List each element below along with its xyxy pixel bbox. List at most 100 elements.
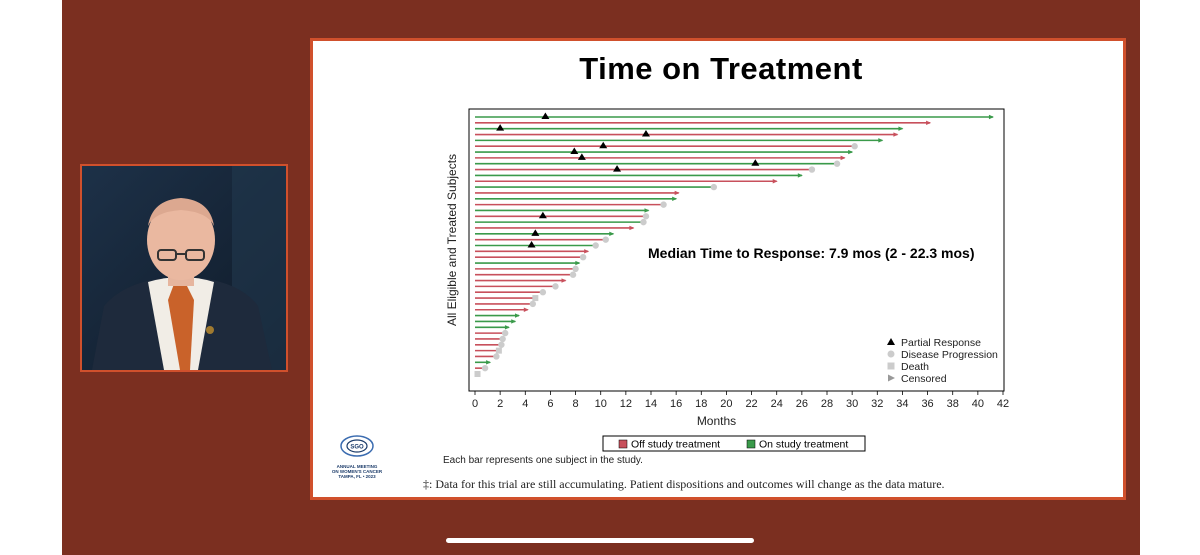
censored-marker bbox=[926, 120, 932, 126]
partial-response-marker bbox=[570, 147, 579, 155]
progression-marker bbox=[501, 329, 509, 337]
x-tick-label: 40 bbox=[972, 398, 984, 410]
legend-arrow-icon bbox=[888, 374, 895, 382]
progression-marker bbox=[569, 271, 577, 278]
censored-marker bbox=[515, 313, 520, 318]
x-tick-label: 10 bbox=[595, 398, 607, 410]
censored-marker bbox=[511, 319, 517, 324]
x-tick-label: 34 bbox=[896, 398, 908, 410]
x-tick-label: 8 bbox=[573, 398, 579, 410]
death-marker bbox=[474, 371, 481, 377]
x-tick-label: 28 bbox=[821, 398, 833, 410]
partial-response-marker bbox=[599, 141, 608, 149]
legend-square-icon bbox=[887, 362, 895, 370]
x-tick-label: 42 bbox=[997, 398, 1009, 410]
progression-marker bbox=[498, 341, 505, 348]
progression-marker bbox=[493, 353, 500, 360]
partial-response-marker bbox=[751, 159, 760, 166]
partial-response-marker bbox=[613, 165, 622, 172]
logo-mark-text: SGO bbox=[350, 445, 364, 451]
speaker-image bbox=[82, 166, 286, 370]
partial-response-marker bbox=[527, 241, 536, 248]
time-on-treatment-chart: 0 2 4 6 8 10 12 14 16 18 20 22 24 26 28 30 32 34 36 38 40 42M… bbox=[445, 108, 1009, 452]
footnote-each-bar: Each bar represents one subject in the s… bbox=[443, 455, 643, 466]
x-tick-label: 18 bbox=[695, 398, 707, 410]
x-tick-label: 24 bbox=[771, 398, 783, 410]
censored-marker bbox=[848, 149, 854, 155]
plot-frame bbox=[468, 108, 1005, 392]
x-tick-label: 12 bbox=[620, 398, 632, 410]
speaker-video bbox=[80, 164, 288, 372]
censored-marker bbox=[504, 325, 510, 330]
device-bezel-left bbox=[0, 0, 62, 555]
logo-line-3: TAMPA, FL • 2023 bbox=[338, 474, 376, 479]
progression-marker bbox=[552, 283, 559, 290]
legend-marker-label: Censored bbox=[901, 373, 947, 385]
censored-marker bbox=[629, 225, 635, 231]
progression-marker bbox=[592, 242, 599, 249]
censored-marker bbox=[898, 126, 904, 131]
censored-marker bbox=[988, 114, 994, 120]
legend-series-label: Off study treatment bbox=[631, 439, 720, 451]
slide: Time on Treatment 0 2 4 6 8 10 12 14 16 18 20 22 24 2… bbox=[310, 38, 1126, 500]
progression-marker bbox=[539, 289, 547, 296]
x-tick-label: 14 bbox=[645, 398, 657, 410]
logo-line-1: ANNUAL MEETING bbox=[336, 464, 378, 469]
home-indicator[interactable] bbox=[446, 538, 754, 543]
progression-marker bbox=[529, 300, 537, 308]
censored-marker bbox=[523, 307, 529, 312]
legend-triangle-icon bbox=[887, 338, 895, 345]
sgo-logo-mark: SGO bbox=[340, 435, 374, 457]
slide-title: Time on Treatment bbox=[579, 51, 863, 86]
death-marker bbox=[495, 347, 502, 354]
x-tick-label: 32 bbox=[871, 398, 883, 410]
logo-line-2: ON WOMEN'S CANCER bbox=[331, 469, 383, 474]
censored-marker bbox=[575, 260, 581, 266]
device-bezel-right bbox=[1140, 0, 1200, 555]
legend-series-swatch bbox=[618, 439, 628, 449]
censored-marker bbox=[644, 208, 650, 213]
progression-marker bbox=[642, 213, 650, 220]
censored-marker bbox=[893, 132, 899, 137]
legend-series-swatch bbox=[746, 439, 756, 449]
x-tick-label: 2 bbox=[497, 398, 503, 410]
partial-response-marker bbox=[496, 124, 505, 131]
legend-series-label: On study treatment bbox=[759, 439, 848, 451]
legend-marker-label: Disease Progression bbox=[901, 349, 998, 361]
progression-marker bbox=[602, 236, 609, 243]
progression-marker bbox=[833, 160, 841, 167]
censored-marker bbox=[674, 190, 680, 196]
x-tick-label: 22 bbox=[745, 398, 757, 410]
x-tick-label: 4 bbox=[522, 398, 528, 410]
progression-marker bbox=[572, 265, 579, 273]
x-tick-label: 16 bbox=[670, 398, 682, 410]
median-response-annotation: Median Time to Response: 7.9 mos (2 - 22… bbox=[648, 245, 975, 261]
partial-response-marker bbox=[531, 229, 540, 236]
progression-marker bbox=[851, 143, 858, 150]
censored-marker bbox=[797, 173, 803, 178]
legend-marker-label: Death bbox=[901, 361, 929, 373]
footnote-data-accumulating: ‡: Data for this trial are still accumul… bbox=[423, 477, 945, 491]
x-tick-label: 20 bbox=[720, 398, 732, 410]
partial-response-marker bbox=[538, 211, 547, 219]
censored-marker bbox=[772, 179, 778, 184]
x-tick-label: 26 bbox=[796, 398, 808, 410]
x-axis-label: Months bbox=[697, 414, 736, 428]
x-tick-label: 38 bbox=[947, 398, 959, 410]
progression-marker bbox=[710, 183, 718, 191]
progression-marker bbox=[579, 253, 587, 261]
censored-marker bbox=[609, 231, 615, 237]
censored-marker bbox=[840, 155, 846, 161]
death-marker bbox=[532, 295, 539, 302]
partial-response-marker bbox=[641, 130, 650, 137]
series-legend-box bbox=[602, 435, 866, 452]
censored-marker bbox=[672, 196, 678, 201]
legend-circle-icon bbox=[887, 350, 895, 358]
progression-marker bbox=[640, 218, 647, 226]
sgo-logo: SGO ANNUAL MEETING ON WOMEN'S CANCER TAM… bbox=[327, 433, 387, 479]
censored-marker bbox=[584, 249, 590, 254]
progression-marker bbox=[660, 201, 667, 208]
x-tick-label: 0 bbox=[472, 398, 478, 410]
x-tick-label: 6 bbox=[547, 398, 553, 410]
censored-marker bbox=[486, 360, 492, 365]
